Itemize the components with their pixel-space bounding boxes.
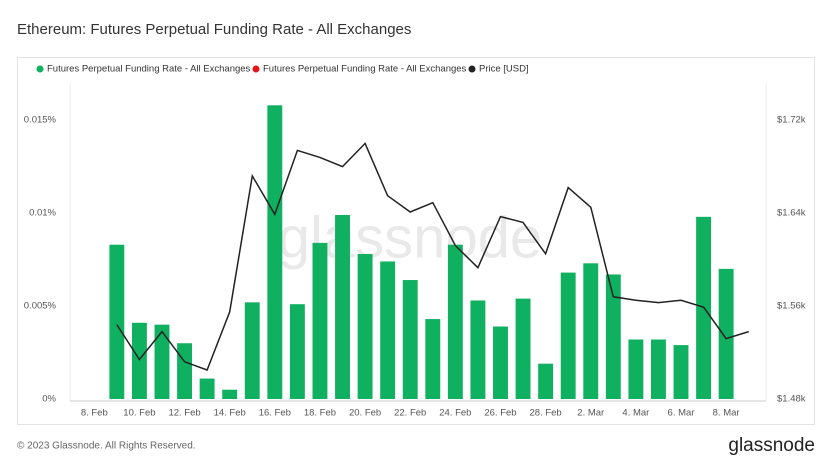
bar — [718, 268, 734, 399]
x-tick-label: 6. Mar — [668, 408, 695, 419]
bar — [289, 304, 305, 399]
x-tick-label: 18. Feb — [304, 408, 336, 419]
bar — [470, 300, 486, 399]
bar — [267, 105, 283, 400]
bar — [425, 319, 441, 399]
x-tick-label: 28. Feb — [530, 408, 562, 419]
x-tick-label: 16. Feb — [259, 408, 291, 419]
legend-label: Price [USD] — [479, 64, 529, 75]
bar — [402, 280, 418, 399]
bar — [493, 326, 508, 399]
bar — [109, 244, 125, 399]
x-tick-label: 2. Mar — [577, 408, 604, 419]
bar — [154, 324, 170, 399]
legend-marker — [36, 65, 44, 73]
bar — [605, 274, 621, 399]
bar — [357, 254, 373, 399]
y2-tick-label: $1.72k — [777, 115, 806, 126]
bar — [244, 302, 260, 399]
bar — [515, 298, 531, 399]
bar — [560, 272, 576, 399]
legend-marker — [252, 65, 260, 73]
legend-marker — [468, 65, 476, 73]
bar — [538, 363, 554, 399]
bar — [131, 322, 147, 399]
x-tick-label: 26. Feb — [484, 408, 516, 419]
y-tick-label: 0.005% — [24, 301, 57, 312]
legend-label: Futures Perpetual Funding Rate - All Exc… — [47, 64, 251, 75]
bar — [447, 244, 463, 399]
logo: glassnode — [728, 435, 815, 456]
x-tick-label: 14. Feb — [214, 408, 246, 419]
x-tick-label: 8. Mar — [713, 408, 740, 419]
y-tick-label: 0% — [42, 394, 56, 405]
bar — [335, 214, 350, 399]
x-tick-label: 4. Mar — [622, 408, 649, 419]
x-tick-label: 8. Feb — [81, 408, 108, 419]
copyright: © 2023 Glassnode. All Rights Reserved. — [17, 441, 196, 452]
x-tick-label: 22. Feb — [394, 408, 426, 419]
bar — [628, 339, 644, 399]
bar — [199, 378, 215, 399]
x-tick-label: 20. Feb — [349, 408, 381, 419]
y-tick-label: 0.01% — [29, 208, 56, 219]
price-line — [116, 142, 749, 371]
x-tick-label: 10. Feb — [123, 408, 155, 419]
chart-frame — [17, 57, 815, 425]
x-tick-label: 24. Feb — [439, 408, 471, 419]
y2-tick-label: $1.48k — [777, 394, 806, 405]
chart-title: Ethereum: Futures Perpetual Funding Rate… — [17, 21, 411, 38]
bar — [312, 242, 328, 399]
bar — [222, 389, 238, 399]
bar — [380, 261, 396, 399]
y-tick-label: 0.015% — [24, 115, 57, 126]
y2-tick-label: $1.64k — [777, 208, 806, 219]
y2-tick-label: $1.56k — [777, 301, 806, 312]
legend-label: Futures Perpetual Funding Rate - All Exc… — [263, 64, 467, 75]
bar — [177, 343, 192, 399]
bar — [673, 345, 689, 399]
bar — [583, 263, 599, 399]
x-tick-label: 12. Feb — [168, 408, 200, 419]
bar — [651, 339, 666, 399]
